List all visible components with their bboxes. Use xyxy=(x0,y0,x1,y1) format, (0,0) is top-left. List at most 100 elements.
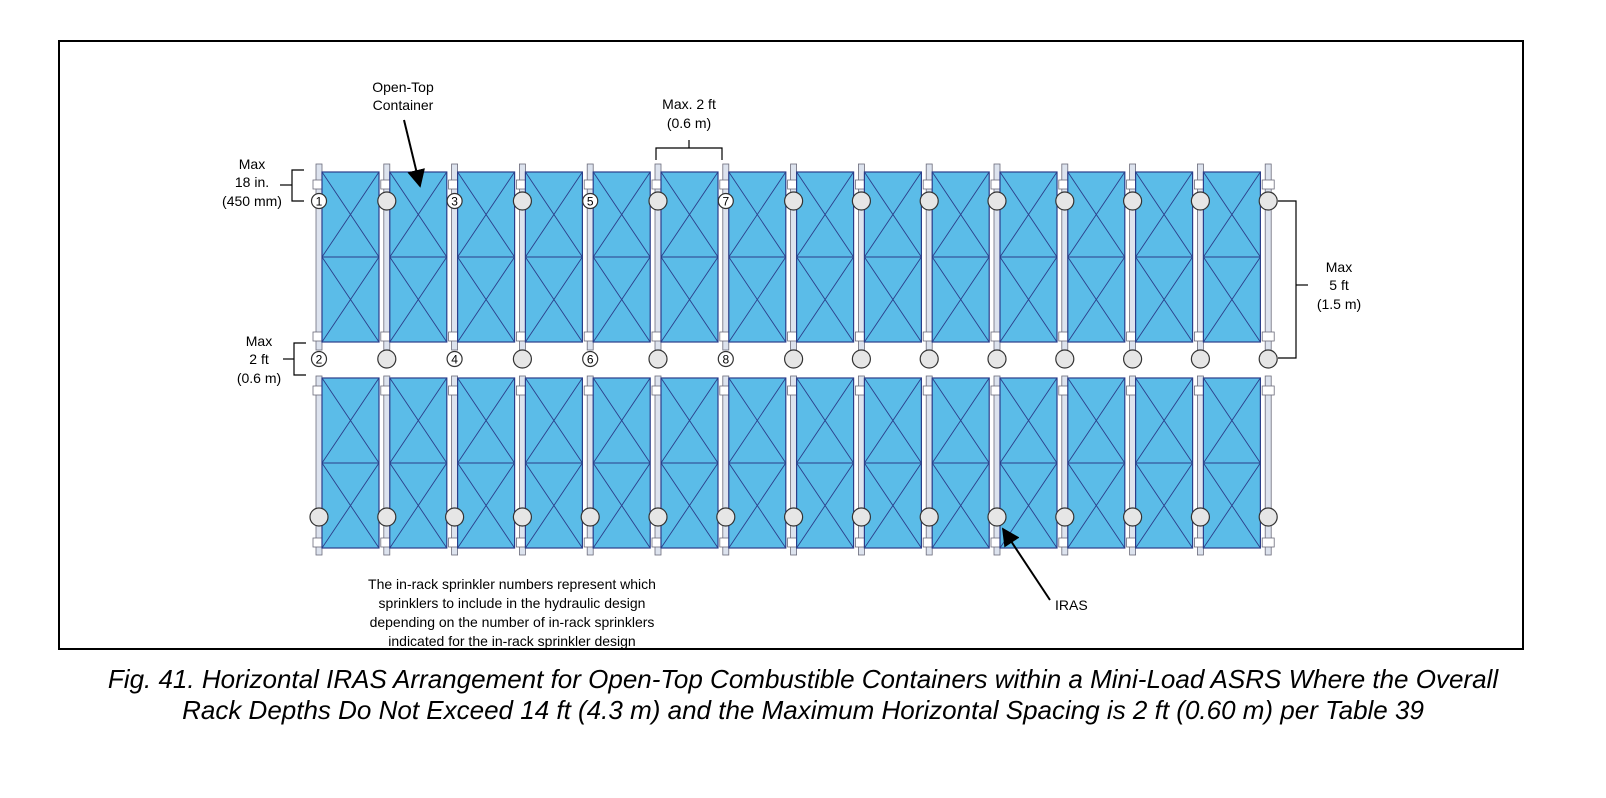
rack-upright xyxy=(722,375,730,556)
container xyxy=(321,171,380,343)
rack-upright xyxy=(451,375,459,556)
sprinkler xyxy=(851,507,872,527)
max-5ft-bracket xyxy=(1278,200,1297,359)
sprinkler xyxy=(648,507,668,527)
note-line4: indicated for the in-rack sprinkler desi… xyxy=(388,633,635,649)
max-18in-line1: Max xyxy=(239,156,265,172)
rack-upright xyxy=(451,163,459,351)
max-18in-line2: 18 in. xyxy=(235,174,269,190)
max-5ft-line1: Max xyxy=(1326,259,1352,275)
rack-upright xyxy=(315,375,323,556)
container xyxy=(592,377,651,549)
sprinkler xyxy=(783,191,804,211)
max-2ft-bracket xyxy=(293,342,306,376)
sprinkler xyxy=(1122,349,1143,369)
sprinkler xyxy=(919,507,939,527)
note-line3: depending on the number of in-rack sprin… xyxy=(370,614,655,630)
rack-upright xyxy=(993,375,1001,556)
sprinkler xyxy=(919,191,939,211)
sprinkler xyxy=(648,349,668,369)
figure-caption: Fig. 41. Horizontal IRAS Arrangement for… xyxy=(40,664,1566,726)
note-line1: The in-rack sprinkler numbers represent … xyxy=(368,576,656,592)
container xyxy=(728,377,787,549)
sprinkler-number: 1 xyxy=(316,195,323,209)
container xyxy=(999,171,1058,343)
container xyxy=(795,377,855,549)
sprinkler xyxy=(1258,349,1278,369)
containers xyxy=(321,171,1262,549)
sprinkler-number: 8 xyxy=(722,353,729,367)
container xyxy=(1067,171,1126,343)
sprinkler xyxy=(512,191,533,211)
open-top-arrow xyxy=(403,119,425,188)
sprinkler xyxy=(512,349,533,369)
sprinkler xyxy=(1258,507,1278,527)
sprinkler xyxy=(783,349,804,369)
sprinkler xyxy=(919,349,939,369)
rack-upright xyxy=(1264,375,1272,556)
note-line2: sprinklers to include in the hydraulic d… xyxy=(379,595,646,611)
sprinkler xyxy=(783,507,804,527)
max-18in-line3: (450 mm) xyxy=(222,193,282,209)
iras-callout: IRAS xyxy=(1002,527,1088,613)
sprinkler xyxy=(851,191,872,211)
sprinkler xyxy=(445,507,465,527)
sprinkler xyxy=(987,191,1007,211)
sprinkler-number: 2 xyxy=(316,353,323,367)
sprinkler-number: 6 xyxy=(587,353,594,367)
rack-upright xyxy=(383,375,391,556)
open-top-label-line1: Open-Top xyxy=(372,79,434,95)
sprinkler xyxy=(716,507,736,527)
container xyxy=(863,171,923,343)
numbered-sprinkler: 2 xyxy=(310,350,328,368)
max-18in-bracket xyxy=(291,169,304,202)
rack-upright xyxy=(519,375,526,556)
container xyxy=(999,377,1058,549)
rack-tab xyxy=(1261,385,1275,396)
rack-upright xyxy=(586,163,594,351)
numbered-sprinkler: 4 xyxy=(446,350,463,368)
sprinkler-number: 5 xyxy=(587,195,594,209)
container xyxy=(389,171,448,343)
iras-label: IRAS xyxy=(1055,597,1088,613)
rack-upright xyxy=(1061,375,1069,556)
sprinkler xyxy=(987,349,1007,369)
rack-upright xyxy=(315,163,323,351)
container xyxy=(795,171,855,343)
sprinkler xyxy=(987,507,1007,527)
rack-uprights xyxy=(312,163,1275,556)
max-spacing-bracket xyxy=(655,147,723,160)
sprinkler xyxy=(377,191,397,211)
sprinkler xyxy=(377,349,397,369)
sprinkler xyxy=(1190,349,1211,369)
rack-tab xyxy=(1261,537,1275,548)
rack-upright xyxy=(722,163,730,351)
iras-arrow xyxy=(1002,527,1051,601)
sprinkler xyxy=(851,349,872,369)
sprinkler-number: 3 xyxy=(451,195,458,209)
max-5ft-line2: 5 ft xyxy=(1329,277,1349,293)
sprinkler xyxy=(1258,191,1278,211)
max-5ft-line3: (1.5 m) xyxy=(1317,296,1361,312)
sprinkler xyxy=(1055,507,1075,527)
rack-upright xyxy=(1197,375,1204,556)
max-2ft-line2: 2 ft xyxy=(249,351,269,367)
max-2ft-line1: Max xyxy=(246,333,272,349)
max-2ft-line3: (0.6 m) xyxy=(237,370,281,386)
sprinkler xyxy=(1190,191,1211,211)
sprinkler-number: 7 xyxy=(722,195,729,209)
caption-line2: Rack Depths Do Not Exceed 14 ft (4.3 m) … xyxy=(182,695,1424,725)
container xyxy=(1202,171,1262,343)
open-top-label-line2: Container xyxy=(373,97,434,113)
sprinkler-number: 4 xyxy=(451,353,458,367)
rack-upright xyxy=(858,375,865,556)
container xyxy=(660,171,719,343)
container xyxy=(524,171,584,343)
container xyxy=(931,377,990,549)
max-5ft-callout: Max 5 ft (1.5 m) xyxy=(1278,200,1361,359)
numbered-sprinkler: 7 xyxy=(717,192,734,210)
sprinkler xyxy=(1055,349,1075,369)
sprinkler xyxy=(1190,507,1211,527)
container xyxy=(457,171,516,343)
sprinkler xyxy=(1055,191,1075,211)
